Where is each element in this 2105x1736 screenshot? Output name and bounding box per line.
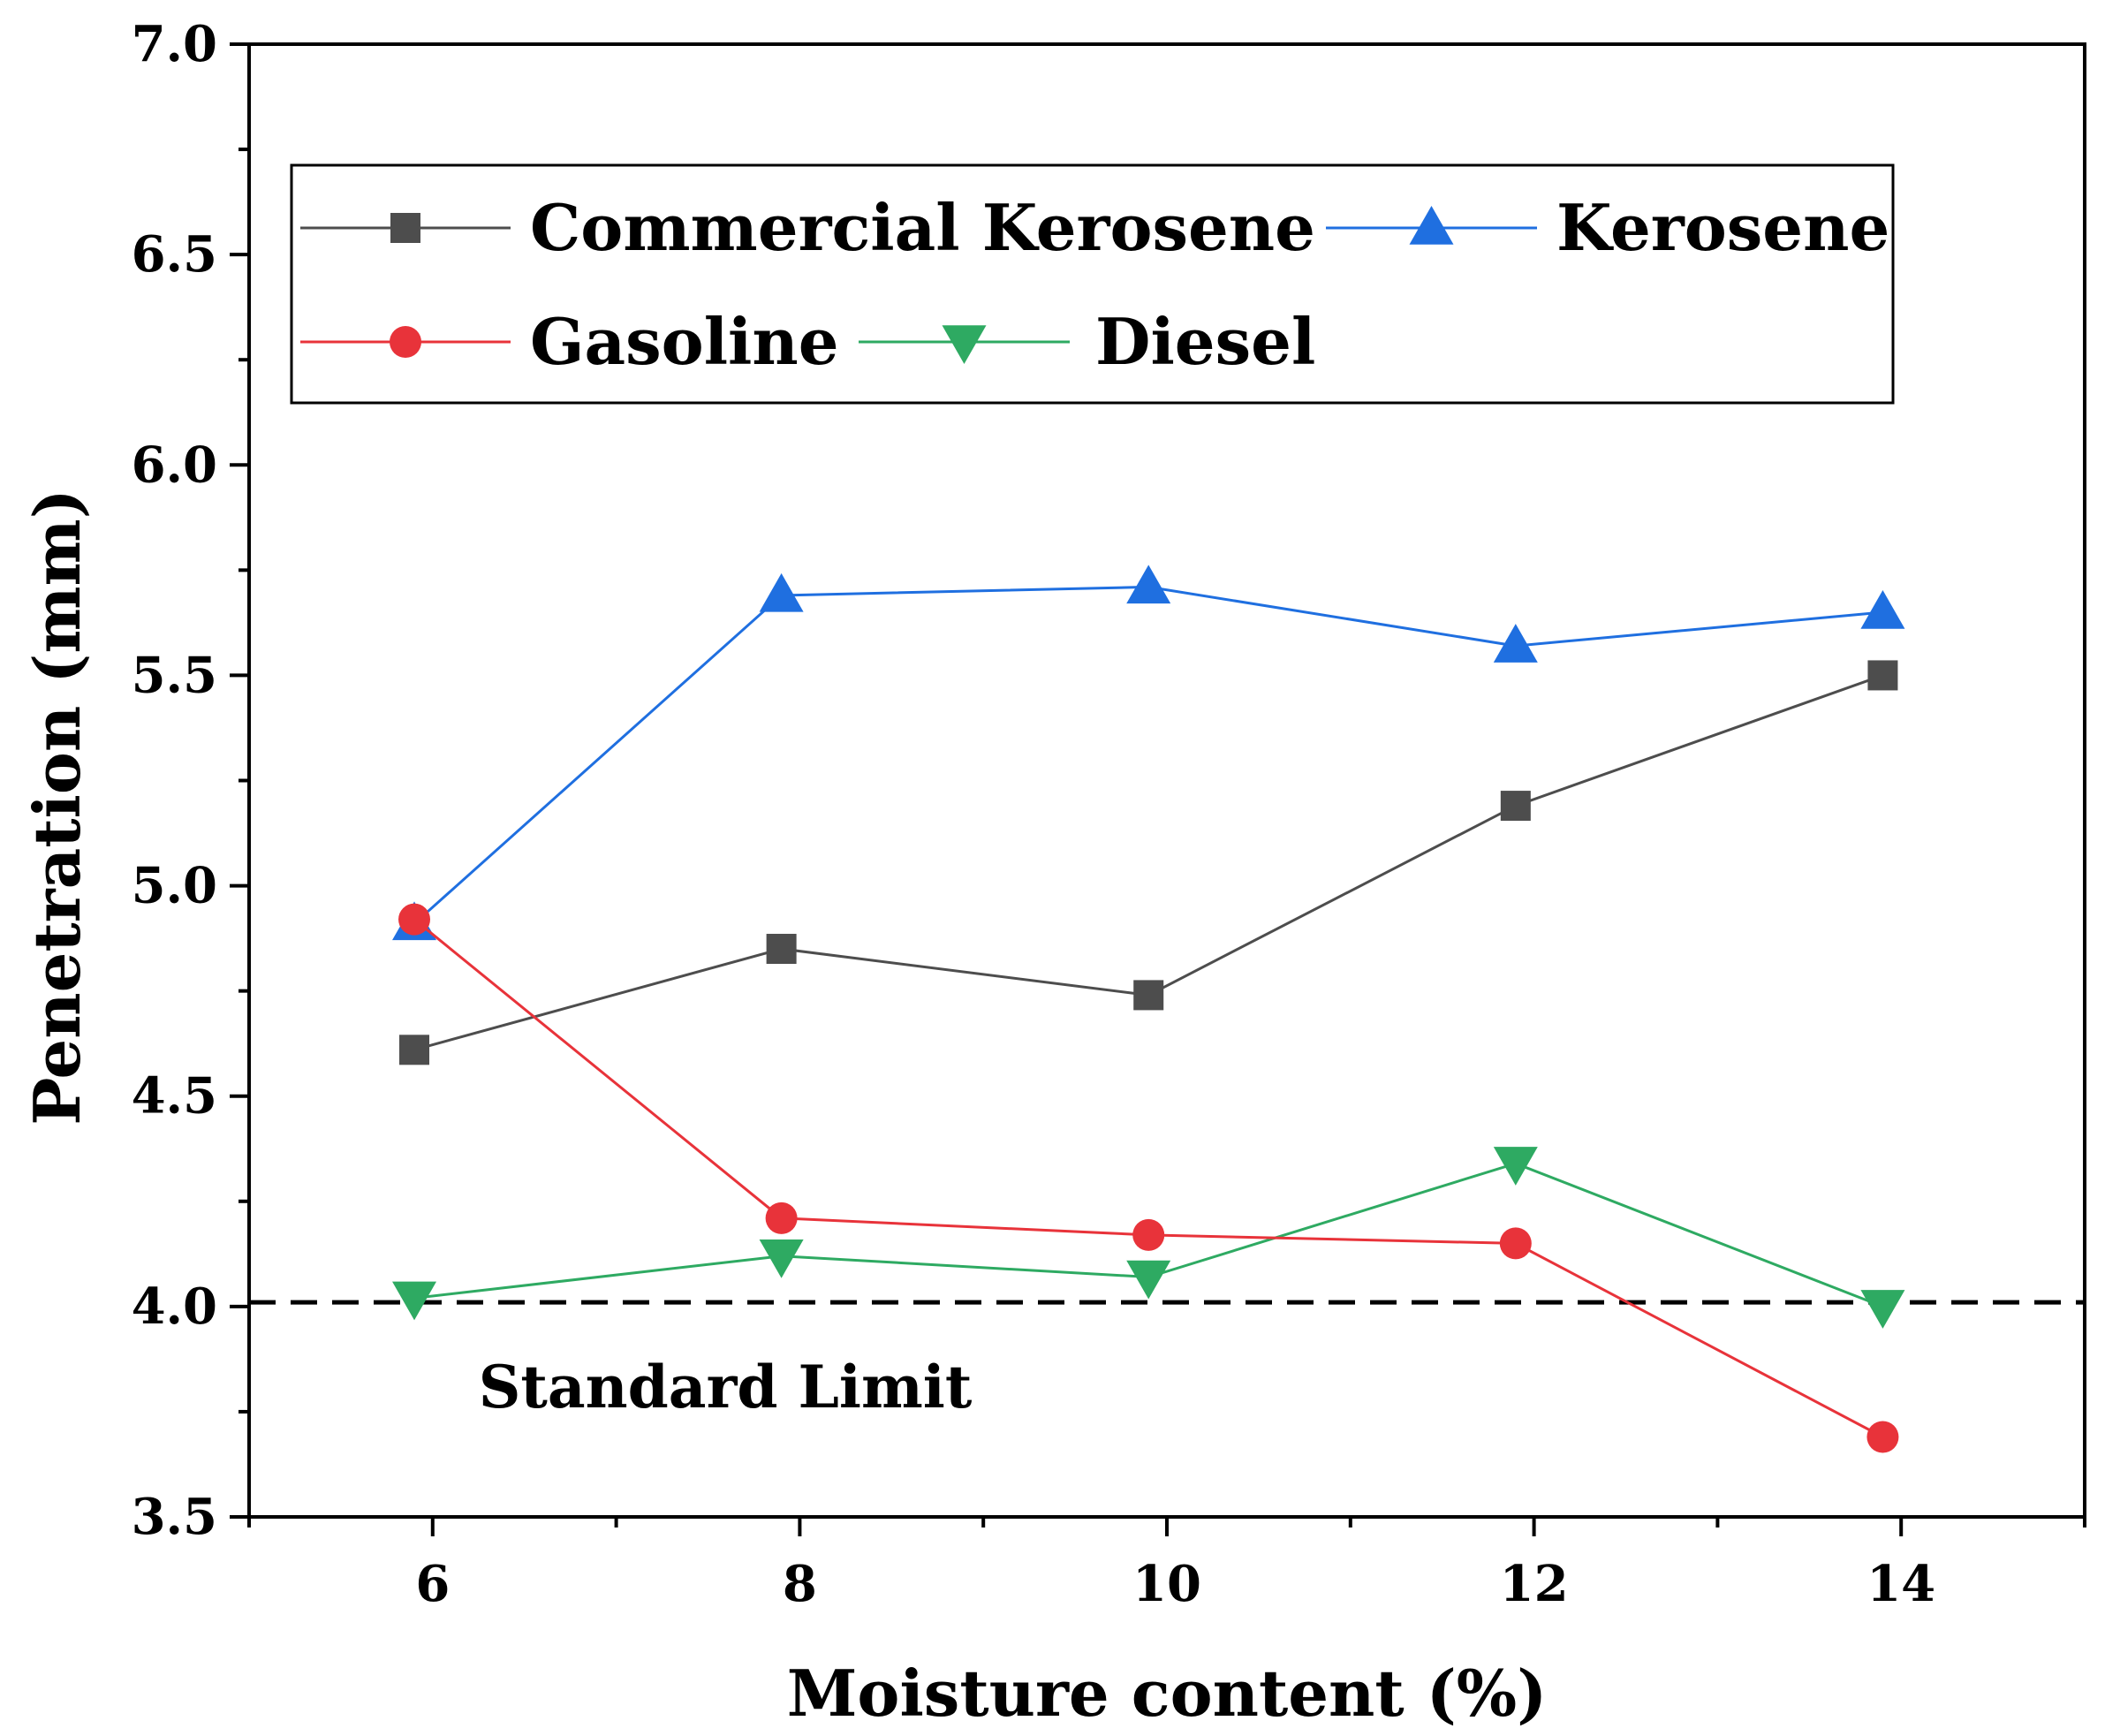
commercial-kerosene-point [399,1035,430,1065]
legend-item-commercial-kerosene: Commercial Kerosene [300,190,1315,265]
legend-swatch-marker [942,325,987,364]
commercial-kerosene-point [1500,791,1531,822]
legend-swatch-marker [1409,206,1454,245]
gasoline-point [1866,1421,1899,1453]
y-tick-label: 5.5 [132,646,217,704]
data-series [392,565,1905,1453]
diesel-point [392,1281,437,1321]
commercial-kerosene-point [1867,660,1898,691]
legend-label: Commercial Kerosene [530,190,1315,265]
y-tick-label: 4.0 [132,1277,217,1336]
y-tick-label: 4.5 [132,1067,217,1126]
kerosene-point [1493,624,1538,663]
commercial-kerosene-point [766,934,797,965]
x-tick-label: 6 [415,1555,450,1613]
kerosene-point [759,572,804,612]
legend-label: Kerosene [1556,190,1889,265]
y-tick-label: 3.5 [132,1488,217,1546]
legend-swatch-marker [390,213,420,243]
y-tick-label: 5.0 [132,857,217,915]
gasoline-point [1499,1227,1532,1260]
legend-box [290,163,1895,405]
x-tick-label: 14 [1866,1555,1935,1613]
plot-frame [247,42,2086,1519]
y-axis-title: Penetration (mm) [19,489,95,1126]
x-tick-label: 12 [1500,1555,1569,1613]
reference-line-group: Standard Limit [249,1300,2085,1421]
legend-label: Gasoline [530,304,839,379]
axis-labels: 3.5 4.0 4.5 5.0 5.5 6.0 6.5 7.0 6 8 10 12 14 Moisture… [19,15,1935,1731]
x-axis-title: Moisture content (%) [787,1656,1548,1731]
diesel-point [1860,1290,1905,1329]
series-diesel [392,1147,1905,1329]
legend-swatch-marker [390,326,421,358]
axis-ticks [230,42,2086,1536]
gasoline-point [765,1202,798,1234]
series-kerosene [392,565,1905,941]
series-gasoline [398,903,1899,1453]
series-commercial-kerosene [399,660,1898,1065]
legend: Commercial Kerosene Kerosene Gasoline Diese… [290,163,1895,405]
diesel-point [1126,1260,1171,1300]
gasoline-point [1132,1218,1165,1251]
legend-item-kerosene: Kerosene [1326,190,1889,265]
y-tick-label: 6.0 [132,436,217,494]
diesel-point [759,1239,804,1278]
kerosene-point [1126,565,1171,604]
diesel-point [1493,1147,1538,1186]
commercial-kerosene-point [1133,980,1164,1011]
kerosene-point [1860,589,1905,629]
y-tick-label: 7.0 [132,15,217,73]
legend-label: Diesel [1095,304,1315,379]
standard-limit-label: Standard Limit [479,1353,973,1421]
legend-item-diesel: Diesel [859,304,1315,379]
y-tick-label: 6.5 [132,225,217,284]
gasoline-point [398,903,431,936]
x-tick-label: 8 [783,1555,817,1613]
x-tick-label: 10 [1132,1555,1201,1613]
legend-item-gasoline: Gasoline [300,304,839,379]
